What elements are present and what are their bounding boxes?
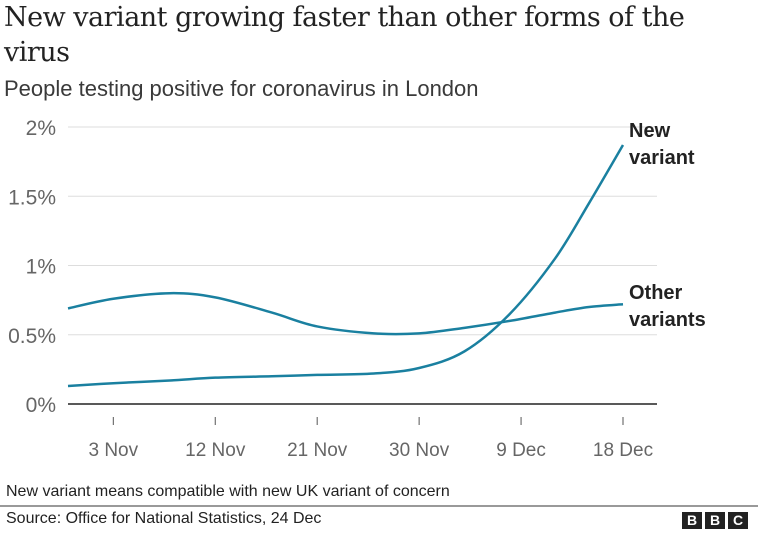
source-text: Source: Office for National Statistics, …	[6, 510, 322, 527]
x-tick-label: 18 Dec	[593, 440, 653, 461]
series-label: variants	[629, 309, 706, 331]
y-tick-label: 1%	[26, 256, 56, 279]
bbc-logo-block: B	[705, 512, 725, 529]
footer-divider	[0, 505, 758, 507]
y-tick-label: 2%	[26, 117, 56, 140]
x-tick-label: 3 Nov	[88, 440, 138, 461]
y-tick-label: 1.5%	[8, 186, 56, 209]
x-tick-label: 30 Nov	[389, 440, 450, 461]
bbc-logo-block: B	[682, 512, 702, 529]
series-label: New	[629, 120, 671, 142]
chart-subtitle: People testing positive for coronavirus …	[4, 76, 479, 101]
x-tick-label: 12 Nov	[185, 440, 246, 461]
x-tick-label: 9 Dec	[496, 440, 546, 461]
chart-title: New variant growing faster than other fo…	[4, 2, 685, 68]
x-tick-label: 21 Nov	[287, 440, 348, 461]
bbc-logo: B B C	[682, 512, 748, 529]
chart-note: New variant means compatible with new UK…	[6, 483, 450, 500]
bbc-logo-block: C	[728, 512, 748, 529]
series-line-new-variant	[67, 144, 625, 388]
y-tick-label: 0.5%	[8, 325, 56, 348]
y-tick-label: 0%	[26, 394, 56, 417]
line-chart: 0% 0.5% 1% 1.5% 2% 3 Nov 12 Nov 21 Nov 30 Nov 9 D…	[8, 117, 706, 461]
series-line-other-variants	[67, 291, 624, 336]
series-label: variant	[629, 147, 695, 169]
series-label: Other	[629, 282, 683, 304]
